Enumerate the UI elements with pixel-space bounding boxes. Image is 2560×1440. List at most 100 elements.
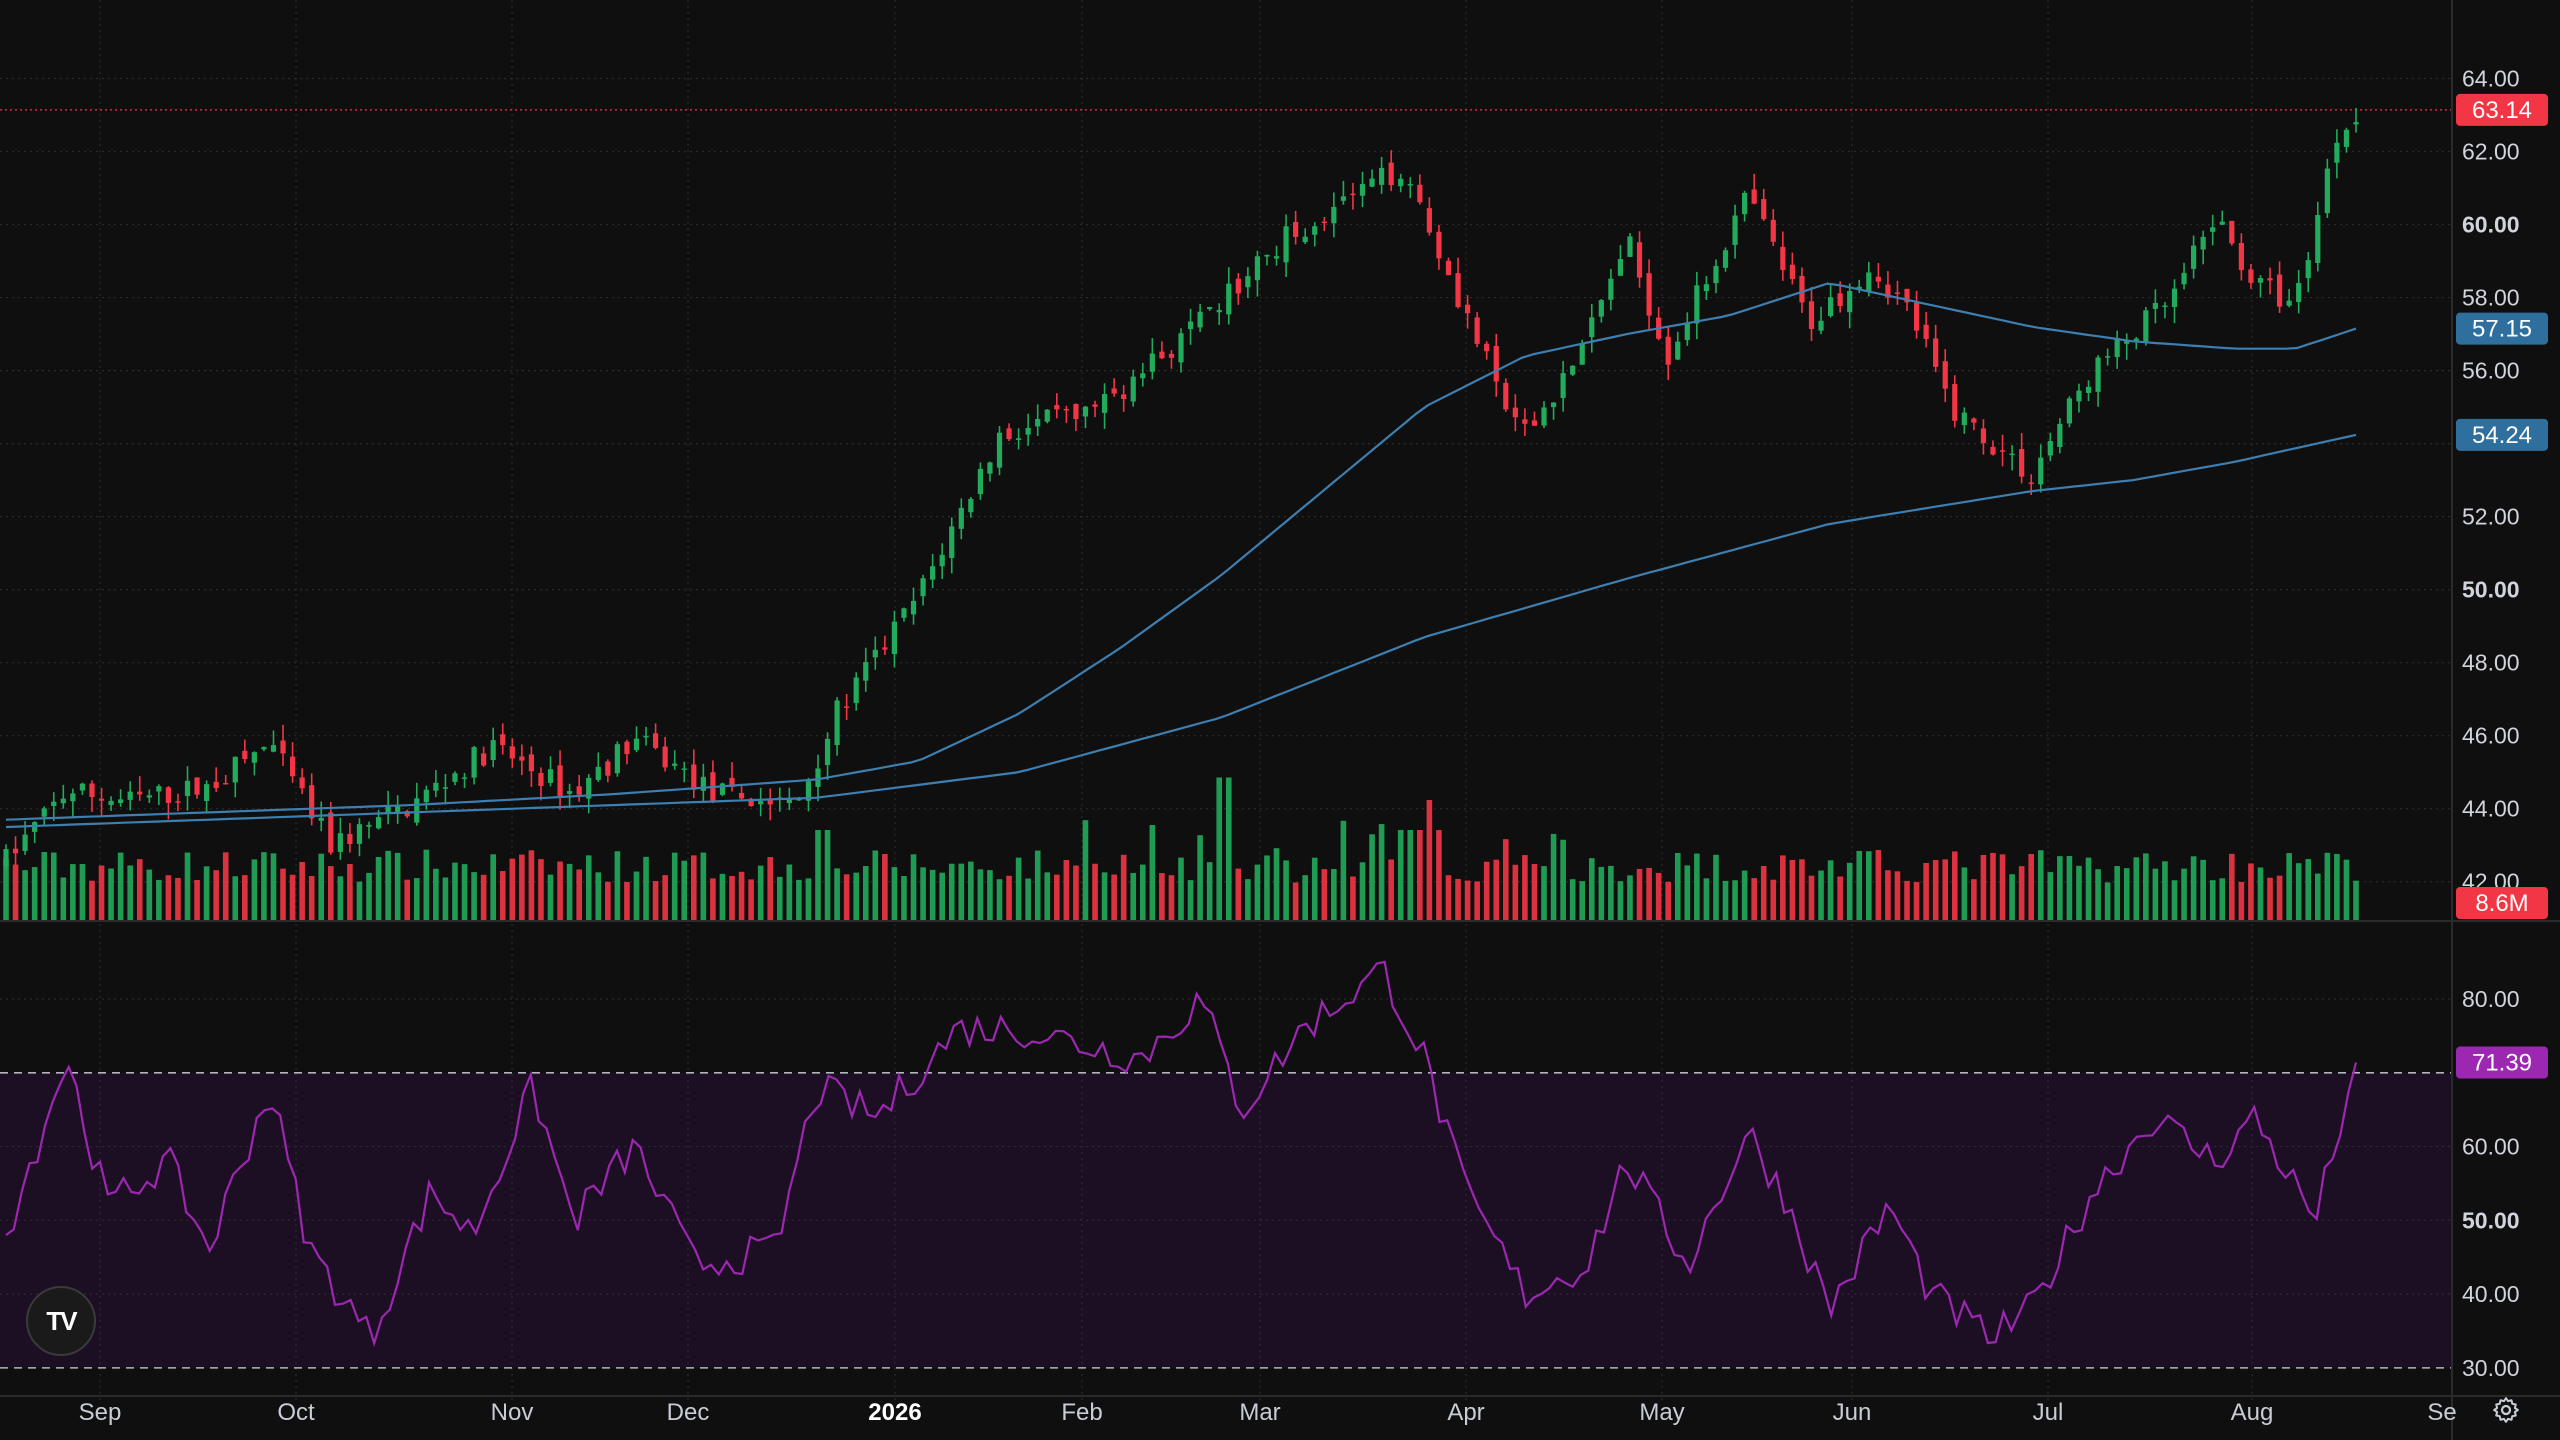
- candle-body: [586, 777, 592, 799]
- candle-body: [796, 798, 802, 801]
- candle-body: [853, 677, 859, 704]
- candle-body: [1933, 338, 1939, 367]
- volume-bar: [461, 864, 468, 920]
- volume-bar: [1149, 825, 1156, 920]
- candle-body: [2324, 168, 2330, 214]
- time-label: Jun: [1833, 1399, 1872, 1426]
- price-tick: 44.00: [2462, 796, 2520, 822]
- volume-bar: [1340, 820, 1347, 920]
- volume-bar: [413, 878, 420, 920]
- time-label: Aug: [2231, 1399, 2274, 1426]
- price-tag-ma-fast: 57.15: [2456, 312, 2548, 345]
- volume-bar: [299, 861, 305, 920]
- candle-body: [309, 785, 315, 819]
- candle-body: [1063, 408, 1069, 411]
- rsi-line: [5, 960, 2358, 1348]
- volume-bar: [1331, 869, 1337, 920]
- candle-body: [1417, 184, 1423, 203]
- volume-bar: [691, 855, 697, 920]
- volume-bar: [1694, 853, 1700, 920]
- candle-body: [1168, 353, 1175, 358]
- candle-body: [2028, 482, 2034, 485]
- volume-bar: [528, 850, 535, 920]
- candle-body: [700, 776, 706, 791]
- volume-bar: [1999, 854, 2006, 920]
- candle-body: [328, 812, 334, 853]
- volume-bar: [108, 868, 114, 920]
- volume-bar: [366, 872, 372, 920]
- volume-bar: [1111, 874, 1117, 920]
- volume-bar: [50, 852, 57, 920]
- volume-bar: [1569, 879, 1576, 920]
- volume-bar: [2028, 853, 2035, 920]
- time-label: Sep: [79, 1399, 122, 1426]
- volume-bar: [1646, 867, 1652, 920]
- candle-body: [1608, 278, 1614, 300]
- volume-bar: [1034, 850, 1041, 920]
- volume-bar: [2238, 881, 2245, 920]
- volume-bar: [2076, 865, 2082, 920]
- volume-bar: [117, 852, 124, 920]
- candlesticks[interactable]: [3, 107, 2359, 870]
- candle-body: [1560, 373, 1566, 398]
- volume-bar: [996, 879, 1003, 920]
- candle-body: [1101, 394, 1108, 413]
- volume-bar: [929, 869, 936, 920]
- candle-body: [1971, 418, 1977, 423]
- volume-bar: [738, 871, 745, 920]
- volume-bar: [633, 871, 640, 920]
- volume-bar: [327, 866, 334, 920]
- candle-body: [404, 810, 410, 817]
- candle-body: [901, 608, 907, 618]
- volume-bars: [3, 777, 2359, 920]
- volume-bar: [60, 877, 67, 920]
- volume-bar: [1990, 852, 1996, 920]
- candle-body: [2248, 269, 2254, 283]
- candle-body: [242, 750, 248, 760]
- ma-fast-tag: [2456, 312, 2548, 345]
- tradingview-logo-icon[interactable]: TV: [26, 1286, 96, 1356]
- candle-body: [347, 833, 353, 844]
- time-axis: Sep Oct Nov Dec 2026 Feb Mar Apr May Jun…: [79, 1399, 2457, 1426]
- volume-bar: [872, 850, 879, 920]
- volume-bar: [2152, 868, 2159, 920]
- price-tick: 62.00: [2462, 139, 2520, 165]
- price-tick: 58.00: [2462, 285, 2520, 311]
- candle-body: [1016, 438, 1022, 440]
- volume-bar: [1464, 880, 1471, 920]
- candle-body: [1331, 206, 1337, 224]
- volume-bar: [1598, 866, 1605, 920]
- candle-body: [1732, 215, 1738, 245]
- settings-button[interactable]: [2488, 1392, 2524, 1428]
- volume-bar: [1550, 833, 1557, 920]
- candle-body: [12, 848, 19, 854]
- volume-bar: [977, 869, 984, 920]
- candle-body: [2114, 338, 2120, 358]
- candle-body: [576, 786, 582, 795]
- volume-bar: [127, 865, 133, 920]
- volume-bar: [882, 853, 888, 920]
- candle-body: [1522, 419, 1528, 424]
- candle-body: [1503, 382, 1509, 410]
- candle-body: [1770, 219, 1776, 242]
- volume-bar: [280, 868, 286, 920]
- volume-bar: [1455, 878, 1461, 920]
- candle-body: [824, 738, 831, 766]
- volume-bar: [442, 877, 449, 920]
- candle-body: [2238, 243, 2244, 271]
- volume-bar: [853, 872, 860, 920]
- volume-bar: [1608, 865, 1614, 920]
- volume-bar: [662, 875, 668, 920]
- volume-bar: [1168, 875, 1175, 920]
- time-label: 2026: [868, 1399, 921, 1426]
- candle-body: [2171, 288, 2178, 308]
- volume-bar: [1923, 862, 1929, 920]
- volume-bar: [958, 863, 965, 920]
- candle-body: [1044, 409, 1050, 422]
- volume-bar: [1302, 875, 1308, 920]
- candle-body: [557, 765, 563, 797]
- volume-bar: [70, 864, 76, 920]
- candle-body: [1913, 302, 1920, 331]
- volume-bar: [796, 879, 802, 920]
